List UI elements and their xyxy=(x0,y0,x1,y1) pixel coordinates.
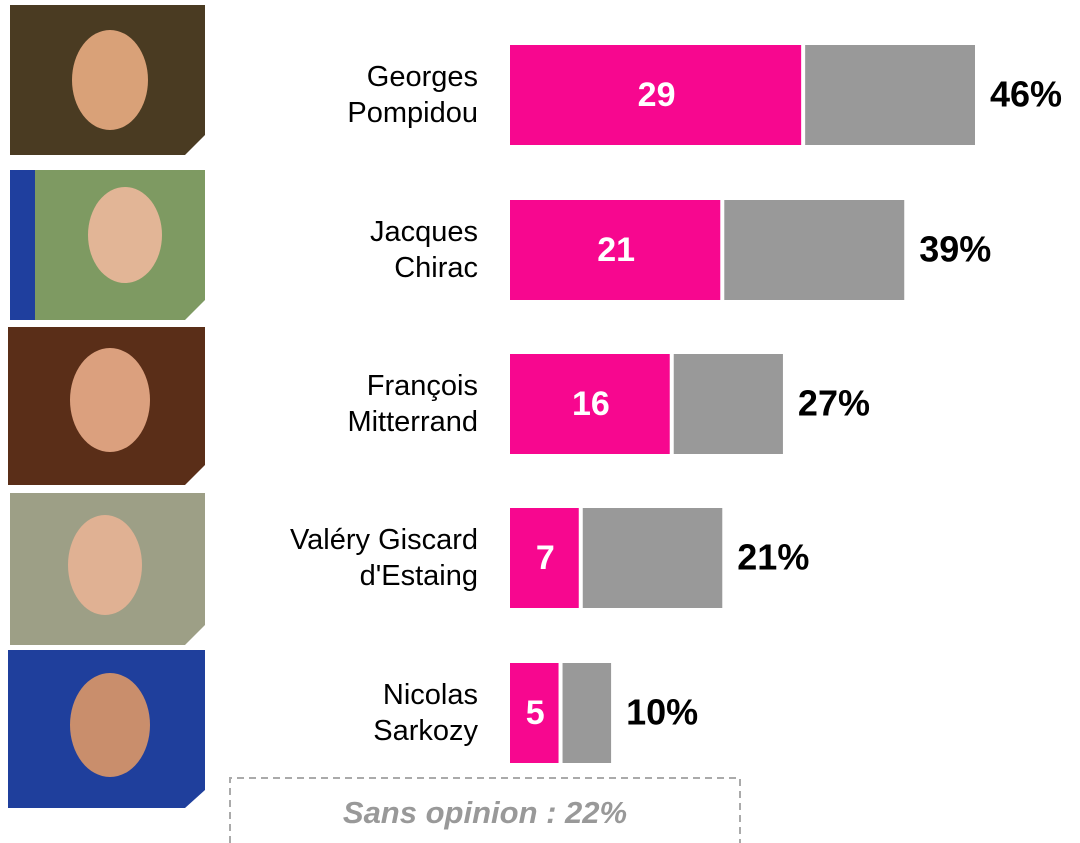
bar-segment xyxy=(674,354,783,454)
bar-segment xyxy=(563,663,612,763)
bar-segment xyxy=(805,45,975,145)
total-label: 39% xyxy=(919,229,991,270)
chart-canvas: Sans opinion : 22% 29 46% 21 39% 16 27% 7 21% 5 1… xyxy=(0,0,1080,843)
portrait-face xyxy=(88,187,162,283)
bar-value-label: 29 xyxy=(638,76,676,114)
chart: Sans opinion : 22% 29 46% 21 39% 16 27% 7 21% 5 1… xyxy=(0,0,1080,843)
portrait-flag xyxy=(10,170,35,320)
bar-segment xyxy=(583,508,723,608)
bar-value-label: 21 xyxy=(597,231,635,269)
total-label: 27% xyxy=(798,383,870,424)
category-label: Valéry Giscard d'Estaing xyxy=(178,522,478,594)
portrait-face xyxy=(72,30,148,130)
category-label: Nicolas Sarkozy xyxy=(178,677,478,749)
portrait-face xyxy=(70,348,150,452)
portraits xyxy=(8,5,205,808)
bar-value-label: 16 xyxy=(572,385,610,423)
portrait-face xyxy=(68,515,142,615)
total-label: 10% xyxy=(626,692,698,733)
category-label: Georges Pompidou xyxy=(178,59,478,131)
total-label: 21% xyxy=(737,537,809,578)
total-label: 46% xyxy=(990,74,1062,115)
category-label: François Mitterrand xyxy=(178,368,478,440)
bar-value-label: 7 xyxy=(536,539,555,577)
portrait-face xyxy=(70,673,150,777)
bar-segment xyxy=(724,200,904,300)
category-label: Jacques Chirac xyxy=(178,214,478,286)
annotation: Sans opinion : 22% xyxy=(343,795,627,830)
bar-value-label: 5 xyxy=(526,694,545,732)
